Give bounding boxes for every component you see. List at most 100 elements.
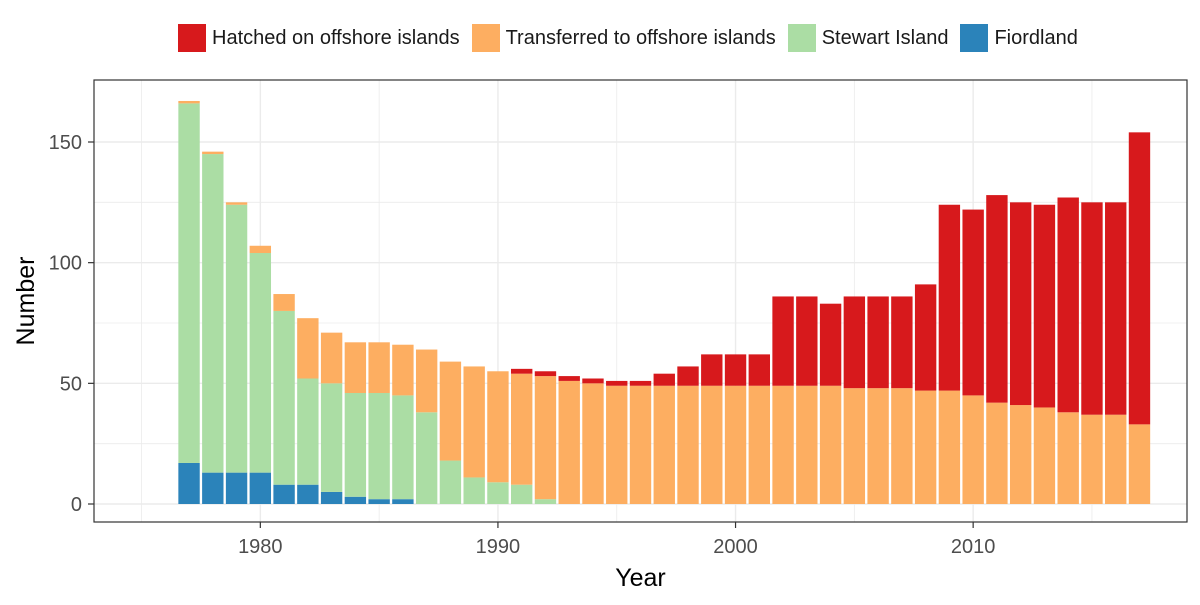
bar-transferred-2001 <box>748 385 770 504</box>
bar-stewart-1977 <box>178 103 200 463</box>
bar-hatched-2000 <box>724 354 747 386</box>
bar-transferred-2003 <box>796 385 818 504</box>
bar-hatched-2004 <box>819 303 842 386</box>
bar-hatched-2006 <box>867 296 889 389</box>
legend-swatch-stewart <box>787 24 816 52</box>
bar-hatched-1998 <box>677 366 699 386</box>
bar-transferred-2007 <box>891 388 913 504</box>
bar-hatched-1993 <box>558 376 580 381</box>
legend-item-transferred: Transferred to offshore islands <box>471 24 776 52</box>
legend-item-fiordland: Fiordland <box>960 24 1078 52</box>
bar-transferred-1999 <box>701 385 723 504</box>
legend-swatch-transferred <box>471 24 500 52</box>
bar-transferred-1998 <box>677 385 699 504</box>
legend-label-hatched: Hatched on offshore islands <box>212 26 460 49</box>
x-tick-label: 2000 <box>713 536 758 558</box>
bar-fiordland-1984 <box>344 496 367 504</box>
bar-stewart-1984 <box>344 392 367 497</box>
bar-hatched-2010 <box>962 209 984 396</box>
legend: Hatched on offshore islands Transferred … <box>178 22 1090 54</box>
bars-layer <box>178 100 1151 504</box>
bar-fiordland-1986 <box>392 499 414 504</box>
bar-transferred-1997 <box>653 385 675 504</box>
bar-fiordland-1979 <box>225 472 248 504</box>
bar-transferred-1988 <box>439 361 462 461</box>
bar-hatched-2005 <box>843 296 866 389</box>
bar-hatched-2002 <box>772 296 794 386</box>
legend-swatch-fiordland <box>960 24 989 52</box>
bar-transferred-2008 <box>914 390 937 504</box>
bar-stewart-1980 <box>249 253 272 473</box>
bar-transferred-1980 <box>249 245 272 254</box>
bar-transferred-1983 <box>320 332 343 384</box>
bar-stewart-1987 <box>415 412 438 504</box>
bar-fiordland-1980 <box>249 472 272 504</box>
bar-hatched-2016 <box>1105 202 1127 415</box>
bar-transferred-2004 <box>819 385 842 504</box>
bar-hatched-2012 <box>1009 202 1032 406</box>
legend-label-fiordland: Fiordland <box>994 26 1078 49</box>
y-axis-title: Number <box>12 257 40 346</box>
bar-hatched-2017 <box>1128 132 1151 425</box>
bar-transferred-2012 <box>1009 405 1032 504</box>
bar-hatched-1999 <box>701 354 723 386</box>
bar-transferred-1985 <box>368 342 390 393</box>
bar-hatched-2014 <box>1057 197 1079 413</box>
bar-transferred-1994 <box>582 383 604 504</box>
bar-transferred-2000 <box>724 385 747 504</box>
y-tick-label: 50 <box>60 373 82 395</box>
bar-hatched-2001 <box>748 354 770 386</box>
bar-transferred-1987 <box>415 349 438 413</box>
bar-hatched-2003 <box>796 296 818 386</box>
bar-transferred-2009 <box>938 390 961 504</box>
bar-hatched-1994 <box>582 378 604 384</box>
bar-transferred-1992 <box>534 376 557 500</box>
bar-stewart-1979 <box>225 204 248 473</box>
bar-fiordland-1983 <box>320 491 343 504</box>
bar-stewart-1982 <box>297 378 319 485</box>
x-tick-label: 2010 <box>951 536 996 558</box>
bar-transferred-1991 <box>511 373 533 485</box>
x-axis-title: Year <box>615 564 666 592</box>
bar-transferred-1981 <box>273 294 295 311</box>
bar-hatched-2011 <box>986 195 1008 403</box>
bar-fiordland-1978 <box>202 472 224 504</box>
bar-hatched-1991 <box>511 368 533 374</box>
panel-border <box>93 79 1188 523</box>
bar-hatched-2007 <box>891 296 913 389</box>
bar-transferred-2010 <box>962 395 984 504</box>
bar-stewart-1981 <box>273 310 295 485</box>
x-axis: 1980 1990 2000 2010 <box>238 522 995 558</box>
y-axis: 0 50 100 150 <box>49 132 94 516</box>
bar-transferred-1986 <box>392 344 414 396</box>
bar-stewart-1988 <box>439 460 462 504</box>
bar-transferred-1989 <box>463 366 485 478</box>
bar-transferred-2015 <box>1081 414 1103 504</box>
bar-stewart-1985 <box>368 392 390 500</box>
bar-hatched-1992 <box>534 371 557 377</box>
bar-transferred-1977 <box>178 100 200 104</box>
bar-stewart-1983 <box>320 383 343 492</box>
legend-label-transferred: Transferred to offshore islands <box>505 26 776 49</box>
legend-item-hatched: Hatched on offshore islands <box>178 24 460 52</box>
bar-fiordland-1981 <box>273 484 295 504</box>
bar-transferred-2011 <box>986 402 1008 504</box>
x-tick-label: 1980 <box>238 536 283 558</box>
bar-stewart-1991 <box>511 484 533 504</box>
bar-hatched-2009 <box>938 204 961 391</box>
bar-stewart-1990 <box>487 482 509 504</box>
bar-transferred-1996 <box>629 385 652 504</box>
bar-transferred-2016 <box>1105 414 1127 504</box>
bar-hatched-2008 <box>914 284 937 391</box>
bar-hatched-1995 <box>606 380 628 386</box>
bar-hatched-1997 <box>653 373 675 386</box>
bar-fiordland-1982 <box>297 484 319 504</box>
bar-transferred-1978 <box>202 151 224 155</box>
x-tick-label: 1990 <box>476 536 521 558</box>
bar-stewart-1992 <box>534 499 557 504</box>
bar-fiordland-1985 <box>368 499 390 504</box>
bar-hatched-2015 <box>1081 202 1103 415</box>
bar-transferred-2013 <box>1033 407 1056 504</box>
